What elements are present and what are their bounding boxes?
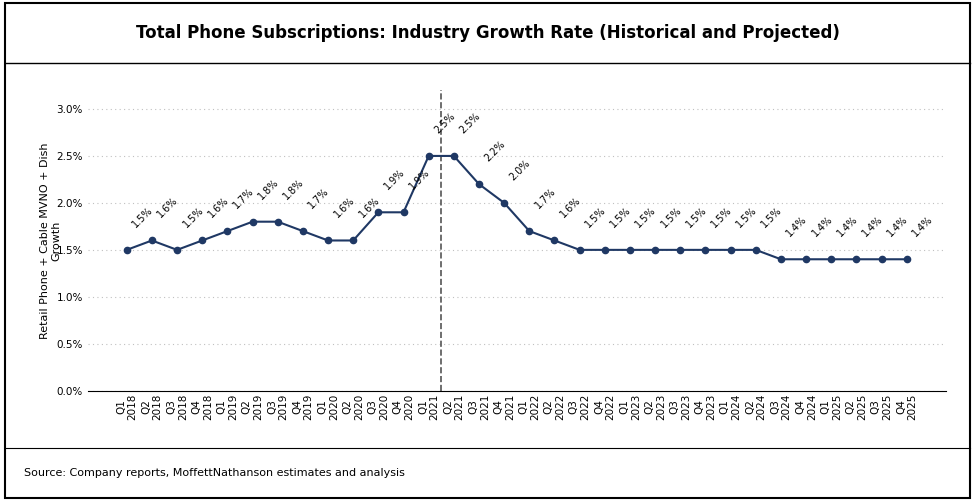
Text: 1.5%: 1.5% — [760, 205, 784, 229]
Text: 1.5%: 1.5% — [583, 205, 607, 229]
Text: 2.5%: 2.5% — [433, 111, 457, 135]
Text: 1.4%: 1.4% — [860, 214, 884, 238]
Text: Total Phone Subscriptions: Industry Growth Rate (Historical and Projected): Total Phone Subscriptions: Industry Grow… — [136, 24, 839, 42]
Text: 1.5%: 1.5% — [634, 205, 658, 229]
Text: 1.5%: 1.5% — [131, 205, 155, 229]
Text: 1.5%: 1.5% — [608, 205, 633, 229]
Text: 1.6%: 1.6% — [332, 195, 356, 220]
Text: 1.5%: 1.5% — [684, 205, 709, 229]
Text: 1.6%: 1.6% — [357, 195, 381, 220]
Text: 1.9%: 1.9% — [408, 167, 432, 192]
Text: 1.4%: 1.4% — [785, 214, 809, 238]
Text: 1.5%: 1.5% — [709, 205, 733, 229]
Text: 2.2%: 2.2% — [483, 139, 507, 163]
Text: 1.8%: 1.8% — [256, 177, 281, 201]
Y-axis label: Retail Phone + Cable MVNO + Dish
Growth: Retail Phone + Cable MVNO + Dish Growth — [40, 142, 61, 339]
Text: 1.5%: 1.5% — [180, 205, 206, 229]
Text: 1.4%: 1.4% — [835, 214, 859, 238]
Text: 1.4%: 1.4% — [911, 214, 935, 238]
Text: 1.8%: 1.8% — [282, 177, 306, 201]
Text: 1.9%: 1.9% — [382, 167, 407, 192]
Text: 1.4%: 1.4% — [810, 214, 835, 238]
Text: Source: Company reports, MoffettNathanson estimates and analysis: Source: Company reports, MoffettNathanso… — [24, 468, 406, 478]
Text: 2.0%: 2.0% — [508, 158, 532, 182]
Text: 1.6%: 1.6% — [156, 195, 180, 220]
Text: 1.7%: 1.7% — [307, 186, 332, 210]
Text: 1.5%: 1.5% — [659, 205, 683, 229]
Text: 1.7%: 1.7% — [533, 186, 558, 210]
Text: 1.6%: 1.6% — [206, 195, 230, 220]
Text: 1.6%: 1.6% — [559, 195, 583, 220]
Text: 1.5%: 1.5% — [734, 205, 759, 229]
Text: 2.5%: 2.5% — [457, 111, 482, 135]
Text: 1.7%: 1.7% — [231, 186, 255, 210]
Text: 1.4%: 1.4% — [885, 214, 910, 238]
